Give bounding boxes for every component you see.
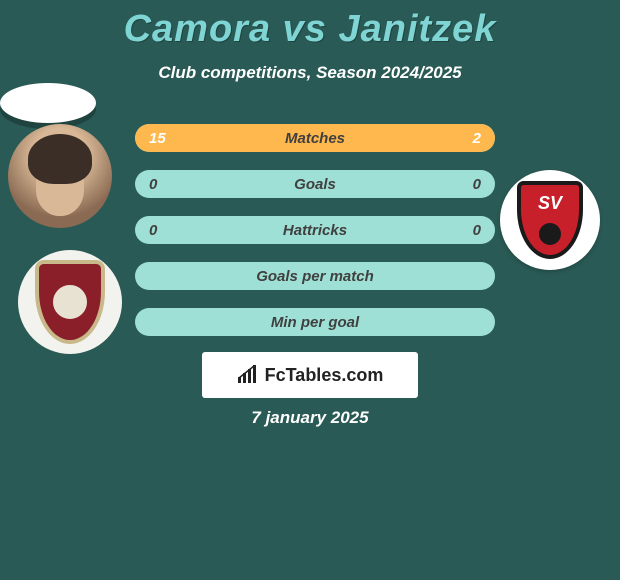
stat-row-hattricks: 0 Hattricks 0	[135, 216, 495, 244]
stat-right-value: 0	[473, 222, 481, 239]
stat-left-value: 0	[149, 176, 157, 193]
player-left-face	[36, 162, 84, 216]
stat-right-value: 0	[473, 176, 481, 193]
player-left-photo	[8, 124, 112, 228]
date-label: 7 january 2025	[0, 408, 620, 428]
brand-label: FcTables.com	[265, 365, 384, 386]
stat-row-matches: 15 Matches 2	[135, 124, 495, 152]
stat-label: Min per goal	[271, 314, 359, 331]
club-right-badge	[500, 170, 600, 270]
stat-right-value: 2	[473, 130, 481, 147]
club-left-badge	[18, 250, 122, 354]
stat-left-value: 0	[149, 222, 157, 239]
stat-label: Goals per match	[256, 268, 374, 285]
stat-label: Goals	[294, 176, 336, 193]
club-left-shield-icon	[35, 260, 105, 344]
subtitle: Club competitions, Season 2024/2025	[0, 63, 620, 83]
brand-box: FcTables.com	[202, 352, 418, 398]
stat-row-goals: 0 Goals 0	[135, 170, 495, 198]
stat-row-mpg: Min per goal	[135, 308, 495, 336]
stat-left-value: 15	[149, 130, 166, 147]
bar-chart-icon	[237, 365, 259, 385]
player-right-photo	[0, 83, 96, 123]
page-title: Camora vs Janitzek	[0, 0, 620, 51]
stats-panel: 15 Matches 2 0 Goals 0 0 Hattricks 0 Goa…	[135, 124, 495, 354]
stat-row-gpm: Goals per match	[135, 262, 495, 290]
stat-label: Matches	[285, 130, 345, 147]
stat-label: Hattricks	[283, 222, 347, 239]
club-right-shield-icon	[517, 181, 583, 259]
